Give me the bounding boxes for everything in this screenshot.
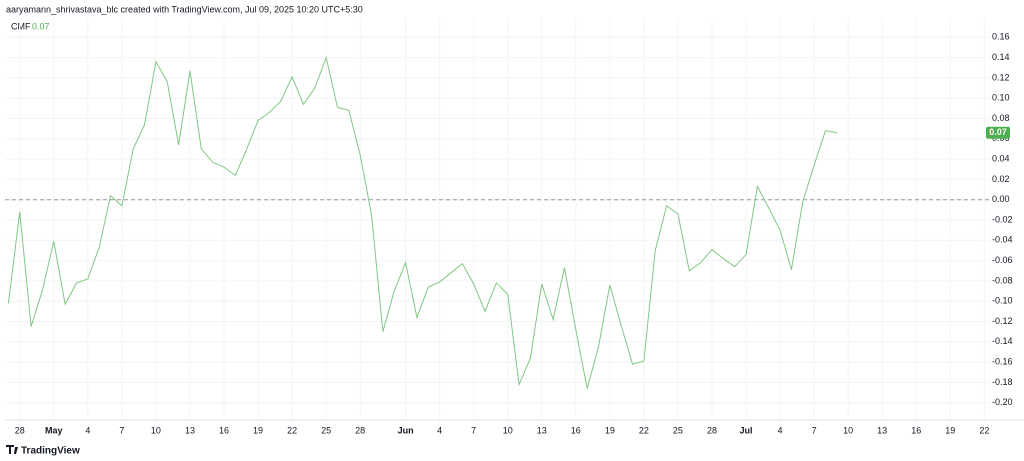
- y-tick-label: -0.08: [992, 275, 1013, 285]
- x-tick-label: 28: [15, 425, 25, 435]
- y-tick-label: -0.16: [992, 357, 1013, 367]
- y-tick-label: 0.04: [992, 153, 1010, 163]
- tv-logo: [6, 445, 18, 454]
- y-tick-label: -0.10: [992, 296, 1013, 306]
- legend-name: CMF: [11, 21, 31, 31]
- x-tick-label: Jun: [398, 425, 414, 435]
- y-tick-label: -0.20: [992, 397, 1013, 407]
- x-tick-label: 10: [503, 425, 513, 435]
- y-tick-label: 0.00: [992, 194, 1010, 204]
- x-tick-label: 4: [437, 425, 442, 435]
- x-tick-label: 22: [287, 425, 297, 435]
- y-tick-label: -0.18: [992, 377, 1013, 387]
- x-tick-label: 19: [945, 425, 955, 435]
- x-tick-label: 13: [877, 425, 887, 435]
- x-tick-label: 13: [185, 425, 195, 435]
- x-tick-label: 16: [219, 425, 229, 435]
- x-tick-label: 16: [911, 425, 921, 435]
- y-tick-label: 0.16: [992, 32, 1010, 42]
- y-tick-label: -0.12: [992, 316, 1013, 326]
- x-tick-label: 10: [151, 425, 161, 435]
- x-tick-label: 4: [778, 425, 783, 435]
- y-tick-label: 0.08: [992, 113, 1010, 123]
- x-tick-label: 22: [639, 425, 649, 435]
- grid: [5, 18, 990, 420]
- y-tick-label: -0.04: [992, 235, 1013, 245]
- x-tick-label: 16: [571, 425, 581, 435]
- x-tick-label: 22: [979, 425, 989, 435]
- value-badge: [986, 126, 1010, 139]
- cmf-line: [7, 55, 837, 389]
- x-tick-label: 4: [85, 425, 90, 435]
- y-tick-label: 0.10: [992, 93, 1010, 103]
- x-tick-label: 28: [355, 425, 365, 435]
- y-tick-label: 0.12: [992, 72, 1010, 82]
- x-tick-label: 19: [253, 425, 263, 435]
- x-tick-label: May: [45, 425, 63, 435]
- value-badge-label: 0.07: [989, 127, 1007, 137]
- x-tick-label: Jul: [740, 425, 753, 435]
- y-tick-label: -0.14: [992, 336, 1013, 346]
- y-tick-label: -0.06: [992, 255, 1013, 265]
- x-tick-label: 19: [605, 425, 615, 435]
- x-tick-label: 25: [673, 425, 683, 435]
- x-tick-label: 28: [707, 425, 717, 435]
- y-tick-label: 0.14: [992, 52, 1010, 62]
- y-tick-label: -0.02: [992, 214, 1013, 224]
- x-tick-label: 7: [812, 425, 817, 435]
- x-tick-label: 10: [843, 425, 853, 435]
- header: aaryamann_shrivastava_blc created with T…: [6, 4, 363, 14]
- x-tick-label: 13: [537, 425, 547, 435]
- x-tick-label: 7: [119, 425, 124, 435]
- legend-value: 0.07: [32, 21, 50, 31]
- footer: TradingView: [21, 446, 80, 457]
- x-tick-label: 25: [321, 425, 331, 435]
- y-tick-label: 0.02: [992, 174, 1010, 184]
- x-tick-label: 7: [471, 425, 476, 435]
